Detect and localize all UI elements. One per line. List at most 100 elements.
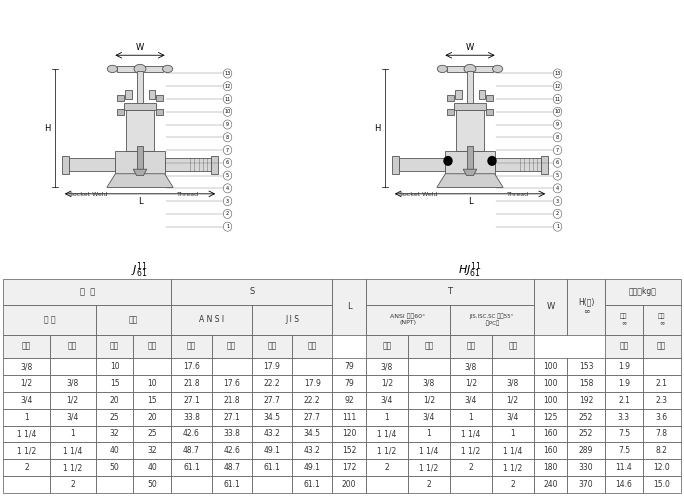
Text: Socket Weld: Socket Weld bbox=[69, 192, 108, 197]
Bar bbox=[643, 375, 681, 392]
Text: 27.7: 27.7 bbox=[304, 413, 321, 422]
Bar bbox=[171, 426, 211, 442]
Text: 3/8: 3/8 bbox=[66, 379, 79, 388]
Bar bbox=[447, 95, 454, 101]
Text: 3/4: 3/4 bbox=[423, 413, 435, 422]
Bar bbox=[392, 155, 399, 174]
Bar bbox=[292, 442, 332, 459]
Text: 1 1/4: 1 1/4 bbox=[63, 446, 82, 455]
Bar bbox=[292, 409, 332, 426]
Text: 3.6: 3.6 bbox=[656, 413, 668, 422]
Bar bbox=[3, 459, 49, 476]
Text: 1/2: 1/2 bbox=[66, 396, 79, 405]
Bar bbox=[643, 335, 681, 358]
Text: 125: 125 bbox=[543, 413, 557, 422]
Bar bbox=[292, 426, 332, 442]
Text: 40: 40 bbox=[148, 463, 157, 472]
Bar bbox=[62, 155, 68, 174]
Bar bbox=[643, 305, 681, 335]
Bar bbox=[408, 335, 450, 358]
Text: 120: 120 bbox=[342, 429, 356, 439]
Bar bbox=[450, 358, 492, 375]
Text: 172: 172 bbox=[342, 463, 356, 472]
Text: 42.6: 42.6 bbox=[183, 429, 200, 439]
Bar bbox=[643, 426, 681, 442]
Text: 43.2: 43.2 bbox=[263, 429, 280, 439]
Text: 英 制: 英 制 bbox=[44, 315, 55, 324]
Bar bbox=[408, 409, 450, 426]
Text: L: L bbox=[347, 302, 352, 311]
Bar bbox=[366, 426, 408, 442]
Bar bbox=[332, 476, 366, 493]
Bar bbox=[492, 375, 534, 392]
Bar bbox=[117, 66, 163, 72]
Text: 1 1/2: 1 1/2 bbox=[378, 446, 397, 455]
Bar bbox=[171, 335, 211, 358]
Text: 8: 8 bbox=[556, 135, 559, 140]
Text: 缩径: 缩径 bbox=[187, 342, 196, 351]
Text: 10: 10 bbox=[224, 109, 231, 114]
Text: 13: 13 bbox=[224, 71, 231, 76]
Text: 7.8: 7.8 bbox=[656, 429, 668, 439]
Text: 10: 10 bbox=[110, 362, 120, 371]
Bar bbox=[605, 476, 643, 493]
Bar bbox=[252, 358, 292, 375]
Text: 13: 13 bbox=[555, 71, 561, 76]
Bar bbox=[534, 279, 567, 335]
Text: 3/4: 3/4 bbox=[21, 396, 33, 405]
Text: 61.1: 61.1 bbox=[263, 463, 280, 472]
Text: 370: 370 bbox=[579, 480, 594, 489]
Text: 1 1/4: 1 1/4 bbox=[377, 429, 397, 439]
Text: 全径: 全径 bbox=[68, 342, 77, 351]
Text: 1 1/2: 1 1/2 bbox=[503, 463, 523, 472]
Text: 2: 2 bbox=[70, 480, 75, 489]
Bar bbox=[96, 476, 133, 493]
Text: Thread: Thread bbox=[177, 192, 199, 197]
Text: 3: 3 bbox=[556, 199, 559, 204]
Text: 3: 3 bbox=[226, 199, 229, 204]
Bar bbox=[332, 409, 366, 426]
Text: 160: 160 bbox=[543, 429, 557, 439]
Text: 1 1/4: 1 1/4 bbox=[461, 429, 480, 439]
Text: 2.3: 2.3 bbox=[656, 396, 668, 405]
Text: 1/2: 1/2 bbox=[464, 379, 477, 388]
Text: 缩径: 缩径 bbox=[466, 342, 475, 351]
Bar bbox=[366, 459, 408, 476]
Bar bbox=[643, 442, 681, 459]
Text: 49.1: 49.1 bbox=[304, 463, 321, 472]
Bar bbox=[495, 158, 542, 171]
Text: 15: 15 bbox=[148, 396, 157, 405]
Bar bbox=[49, 442, 96, 459]
Text: 25: 25 bbox=[110, 413, 120, 422]
Bar bbox=[133, 358, 171, 375]
Text: 缩径: 缩径 bbox=[22, 342, 31, 351]
Bar bbox=[366, 375, 408, 392]
Text: 21.8: 21.8 bbox=[224, 396, 240, 405]
Bar bbox=[3, 442, 49, 459]
Bar bbox=[133, 392, 171, 409]
Bar bbox=[492, 442, 534, 459]
Bar bbox=[133, 375, 171, 392]
Bar bbox=[211, 476, 252, 493]
Text: 1 1/4: 1 1/4 bbox=[17, 429, 36, 439]
Bar bbox=[171, 305, 252, 335]
Bar bbox=[567, 409, 605, 426]
Bar bbox=[292, 459, 332, 476]
Text: 1: 1 bbox=[426, 429, 431, 439]
Text: 2: 2 bbox=[510, 480, 515, 489]
Text: 2.1: 2.1 bbox=[656, 379, 668, 388]
Bar bbox=[124, 90, 131, 99]
Bar bbox=[408, 375, 450, 392]
Bar bbox=[252, 305, 332, 335]
Text: 7.5: 7.5 bbox=[618, 429, 630, 439]
Bar bbox=[211, 442, 252, 459]
Bar bbox=[605, 279, 681, 305]
Text: S: S bbox=[249, 287, 254, 296]
Text: 3/4: 3/4 bbox=[464, 396, 477, 405]
Text: 2: 2 bbox=[226, 211, 229, 216]
Text: 6: 6 bbox=[226, 160, 229, 165]
Bar bbox=[49, 409, 96, 426]
Text: 1/2: 1/2 bbox=[507, 396, 519, 405]
Bar bbox=[292, 392, 332, 409]
Text: 1/2: 1/2 bbox=[423, 396, 435, 405]
